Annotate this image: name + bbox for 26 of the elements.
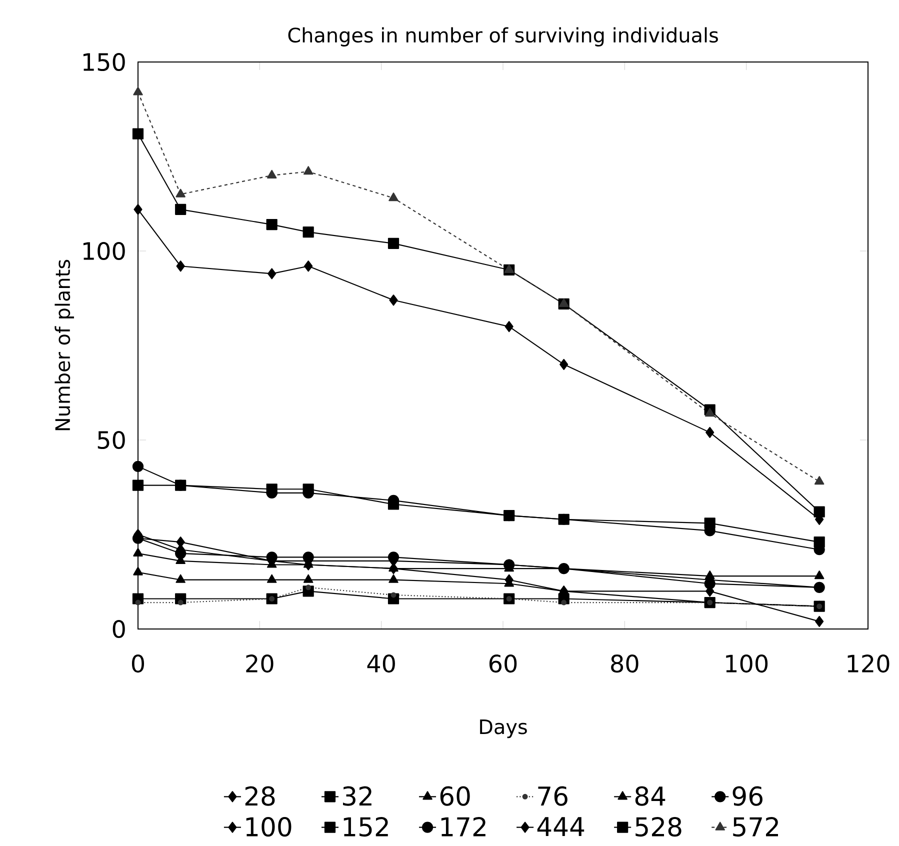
x-tick-label: 40 [367,654,395,673]
y-tick-label: 150 [83,52,125,72]
x-tick-label: 120 [848,654,890,673]
x-tick-label: 0 [132,654,144,673]
x-tick-label: 20 [246,654,274,673]
legend-label: 28 [245,786,275,806]
legend-label: 100 [246,816,292,837]
y-tick-label: 0 [112,620,125,638]
x-tick-label: 80 [611,654,638,673]
x-tick-label: 60 [489,654,517,673]
chart-title: Changes in number of surviving individuals [288,27,718,46]
legend-label: 152 [344,816,388,837]
y-tick-label: 50 [98,430,125,450]
x-axis-title: Days [480,719,527,738]
legend-label: 32 [343,786,372,806]
x-tick-label: 100 [726,654,768,673]
legend-label: 572 [733,816,778,837]
legend-label: 444 [537,817,584,836]
legend-label: 76 [538,786,568,806]
legend-label: 84 [635,786,666,806]
legend-label: 528 [636,816,682,837]
legend-label: 60 [440,786,470,806]
y-tick-label: 100 [83,242,125,260]
y-axis-title: Number of plants [54,260,74,430]
legend-label: 172 [441,816,486,836]
legend-label: 96 [732,786,762,806]
